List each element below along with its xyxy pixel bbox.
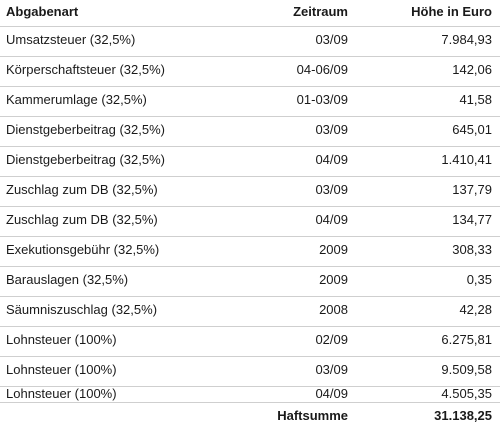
row-zeitraum: 03/09 [315, 122, 348, 137]
row-zeitraum: 03/09 [315, 362, 348, 377]
total-label: Haftsumme [277, 408, 348, 423]
row-abgabenart: Lohnsteuer (100%) [6, 386, 117, 401]
table-row: Lohnsteuer (100%) 03/09 9.509,58 [0, 357, 500, 387]
table-row: Dienstgeberbeitrag (32,5%) 04/09 1.410,4… [0, 147, 500, 177]
row-zeitraum: 2009 [319, 272, 348, 287]
table-row: Körperschaftsteuer (32,5%) 04-06/09 142,… [0, 57, 500, 87]
row-abgabenart: Lohnsteuer (100%) [6, 362, 117, 377]
row-betrag: 7.984,93 [441, 32, 492, 47]
row-zeitraum: 04/09 [315, 212, 348, 227]
table-row: Lohnsteuer (100%) 02/09 6.275,81 [0, 327, 500, 357]
table-row: Dienstgeberbeitrag (32,5%) 03/09 645,01 [0, 117, 500, 147]
row-abgabenart: Säumniszuschlag (32,5%) [6, 302, 158, 317]
row-abgabenart: Barauslagen (32,5%) [6, 272, 129, 287]
row-abgabenart: Zuschlag zum DB (32,5%) [6, 212, 158, 227]
table-row: Zuschlag zum DB (32,5%) 03/09 137,79 [0, 177, 500, 207]
row-abgabenart: Dienstgeberbeitrag (32,5%) [6, 122, 165, 137]
table-row: Exekutionsgebühr (32,5%) 2009 308,33 [0, 237, 500, 267]
total-amount: 31.138,25 [434, 408, 492, 423]
row-abgabenart: Umsatzsteuer (32,5%) [6, 32, 136, 47]
row-betrag: 308,33 [452, 242, 492, 257]
row-abgabenart: Körperschaftsteuer (32,5%) [6, 62, 165, 77]
row-zeitraum: 02/09 [315, 332, 348, 347]
row-betrag: 6.275,81 [441, 332, 492, 347]
row-abgabenart: Lohnsteuer (100%) [6, 332, 117, 347]
row-zeitraum: 04/09 [315, 386, 348, 401]
row-zeitraum: 04/09 [315, 152, 348, 167]
header-zeitraum: Zeitraum [293, 4, 348, 19]
row-betrag: 41,58 [459, 92, 492, 107]
row-zeitraum: 2009 [319, 242, 348, 257]
row-betrag: 645,01 [452, 122, 492, 137]
row-zeitraum: 01-03/09 [296, 92, 348, 107]
row-zeitraum: 04-06/09 [296, 62, 348, 77]
row-abgabenart: Exekutionsgebühr (32,5%) [6, 242, 160, 257]
row-zeitraum: 2008 [319, 302, 348, 317]
row-betrag: 142,06 [452, 62, 492, 77]
row-betrag: 134,77 [452, 212, 492, 227]
table-row: Lohnsteuer (100%) 04/09 4.505,35 [0, 386, 500, 403]
table-header-row: Abgabenart Zeitraum Höhe in Euro [0, 0, 500, 27]
table-row: Kammerumlage (32,5%) 01-03/09 41,58 [0, 87, 500, 117]
header-abgabenart: Abgabenart [6, 4, 79, 19]
table-row: Barauslagen (32,5%) 2009 0,35 [0, 267, 500, 297]
row-betrag: 9.509,58 [441, 362, 492, 377]
row-zeitraum: 03/09 [315, 32, 348, 47]
row-betrag: 4.505,35 [441, 386, 492, 401]
row-betrag: 1.410,41 [441, 152, 492, 167]
header-hoehe: Höhe in Euro [411, 4, 492, 19]
row-abgabenart: Dienstgeberbeitrag (32,5%) [6, 152, 165, 167]
row-abgabenart: Kammerumlage (32,5%) [6, 92, 147, 107]
row-betrag: 42,28 [459, 302, 492, 317]
total-row: Haftsumme 31.138,25 [0, 403, 500, 433]
row-betrag: 0,35 [466, 272, 492, 287]
row-zeitraum: 03/09 [315, 182, 348, 197]
table-row: Säumniszuschlag (32,5%) 2008 42,28 [0, 297, 500, 327]
table-row: Zuschlag zum DB (32,5%) 04/09 134,77 [0, 207, 500, 237]
row-betrag: 137,79 [452, 182, 492, 197]
table-row: Umsatzsteuer (32,5%) 03/09 7.984,93 [0, 27, 500, 57]
row-abgabenart: Zuschlag zum DB (32,5%) [6, 182, 158, 197]
